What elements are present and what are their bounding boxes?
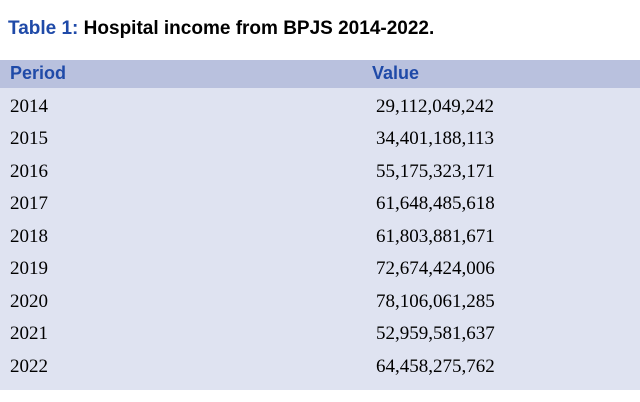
cell-period: 2014 — [10, 96, 48, 117]
cell-period: 2018 — [10, 226, 48, 247]
cell-value: 72,674,424,006 — [376, 258, 495, 279]
cell-period: 2020 — [10, 291, 48, 312]
column-header-value: Value — [372, 63, 420, 83]
table-header: Period Value — [0, 60, 640, 88]
cell-value: 61,648,485,618 — [376, 193, 495, 214]
table-row: 2015 34,401,188,113 — [0, 124, 640, 156]
cell-value: 55,175,323,171 — [376, 161, 495, 182]
table-number: Table 1: — [8, 18, 79, 39]
cell-period: 2022 — [10, 356, 48, 377]
cell-period: 2015 — [10, 128, 48, 149]
cell-period: 2019 — [10, 258, 48, 279]
table-row: 2020 78,106,061,285 — [0, 287, 640, 319]
column-header-period: Period — [10, 63, 67, 83]
income-table: Period Value 2014 29,112,049,242 2015 34… — [0, 60, 640, 390]
table-row: 2018 61,803,881,671 — [0, 222, 640, 254]
table-row: 2016 55,175,323,171 — [0, 157, 640, 189]
cell-period: 2016 — [10, 161, 48, 182]
cell-value: 52,959,581,637 — [376, 323, 495, 344]
table-row: 2021 52,959,581,637 — [0, 319, 640, 351]
cell-value: 29,112,049,242 — [376, 96, 495, 117]
table-row: 2017 61,648,485,618 — [0, 189, 640, 221]
table-caption: Table 1: Hospital income from BPJS 2014-… — [8, 18, 434, 40]
table-row: 2014 29,112,049,242 — [0, 92, 640, 124]
cell-value: 78,106,061,285 — [376, 291, 495, 312]
cell-value: 34,401,188,113 — [376, 128, 495, 149]
table-row: 2022 64,458,275,762 — [0, 352, 640, 384]
table-row: 2019 72,674,424,006 — [0, 254, 640, 286]
cell-period: 2017 — [10, 193, 48, 214]
cell-value: 61,803,881,671 — [376, 226, 495, 247]
cell-period: 2021 — [10, 323, 48, 344]
table-title: Hospital income from BPJS 2014-2022. — [83, 18, 435, 39]
cell-value: 64,458,275,762 — [376, 356, 495, 377]
